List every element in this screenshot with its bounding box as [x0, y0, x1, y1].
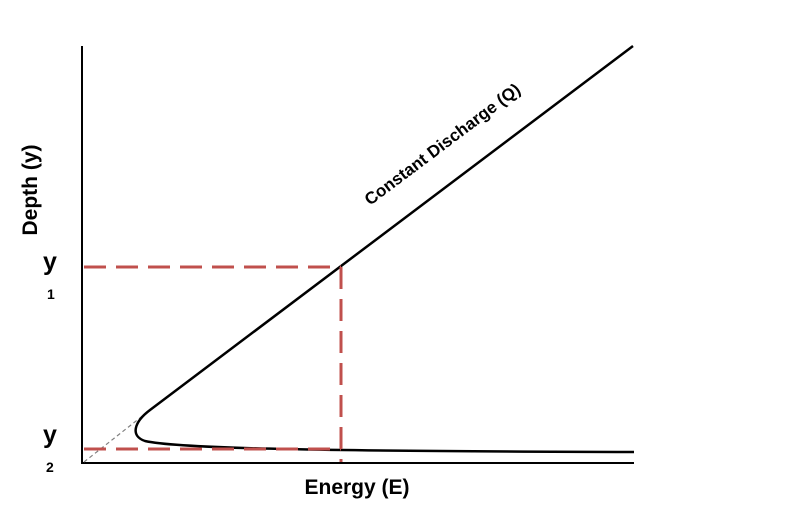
y1-subscript: 1: [47, 286, 55, 302]
y1-symbol: y: [43, 248, 57, 276]
y2-symbol: y: [43, 421, 57, 449]
x-axis-label: Energy (E): [304, 476, 409, 499]
y2-subscript: 2: [46, 459, 54, 475]
guide-lines: [84, 265, 343, 462]
specific-energy-curve: [134, 45, 635, 454]
asymptote-line: [83, 409, 151, 463]
y-axis-label: Depth (y): [19, 145, 42, 236]
